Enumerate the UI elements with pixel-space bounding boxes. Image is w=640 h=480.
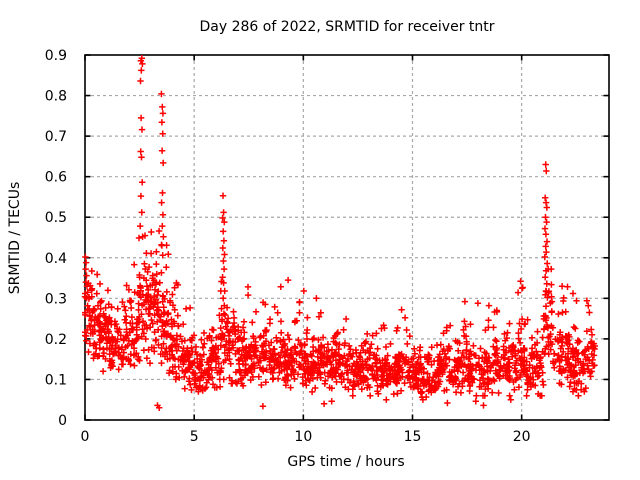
y-tick-label: 0.7 bbox=[45, 129, 67, 145]
y-tick-label: 0.5 bbox=[45, 210, 67, 226]
axis-ticks bbox=[84, 54, 609, 421]
y-tick-label: 0.3 bbox=[45, 291, 67, 307]
y-tick-label: 0 bbox=[58, 413, 67, 429]
x-tick-label: 10 bbox=[294, 429, 312, 445]
y-tick-label: 0.6 bbox=[45, 170, 67, 186]
x-tick-label: 0 bbox=[81, 429, 90, 445]
y-tick-label: 0.1 bbox=[45, 372, 67, 388]
y-tick-label: 0.4 bbox=[45, 251, 67, 267]
scatter-plus-markers bbox=[81, 55, 598, 411]
y-tick-label: 0.9 bbox=[45, 48, 67, 64]
x-tick-label: 5 bbox=[190, 429, 199, 445]
tick-labels: 0 5 10 15 20 0 0.1 0.2 0.3 0.4 0.5 0.6 0.7 0.8 0.9 bbox=[45, 48, 531, 445]
chart-title: Day 286 of 2022, SRMTID for receiver tnt… bbox=[199, 19, 494, 35]
x-tick-label: 15 bbox=[404, 429, 422, 445]
y-tick-label: 0.2 bbox=[45, 332, 67, 348]
x-tick-label: 20 bbox=[513, 429, 531, 445]
grid-lines bbox=[85, 55, 609, 420]
y-tick-label: 0.8 bbox=[45, 89, 67, 105]
data-points bbox=[81, 55, 598, 411]
y-axis-label: SRMTID / TECUs bbox=[7, 182, 23, 295]
x-axis-label: GPS time / hours bbox=[287, 454, 404, 470]
plot-border bbox=[84, 54, 610, 421]
